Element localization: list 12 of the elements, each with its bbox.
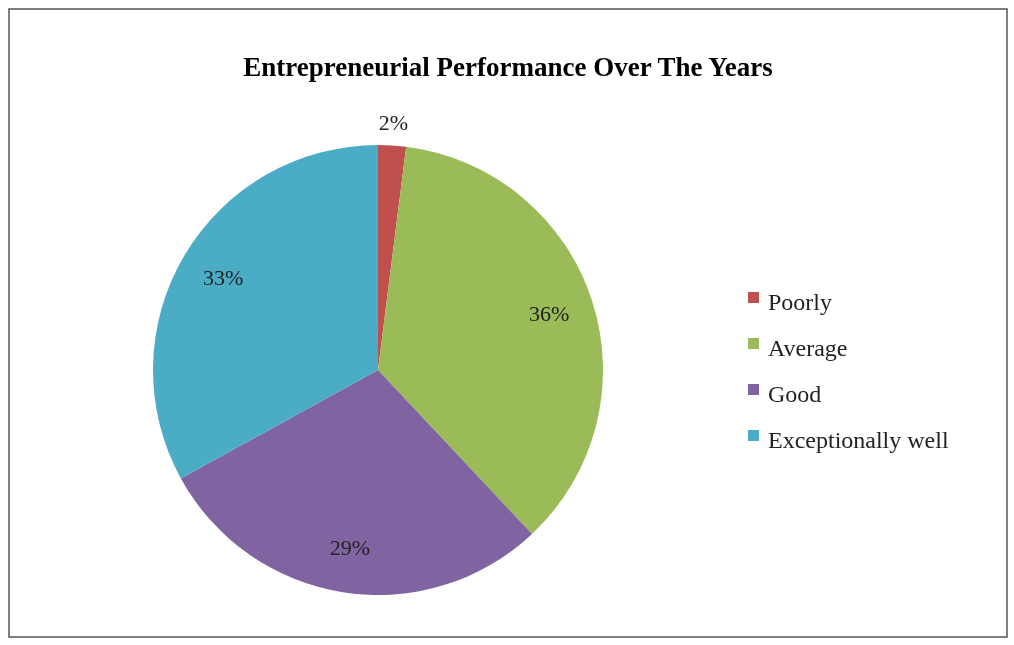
pie-slice — [180, 370, 533, 595]
legend-label: Average — [768, 334, 848, 361]
chart-title: Entrepreneurial Performance Over The Years — [243, 52, 773, 82]
data-label: 33% — [202, 265, 244, 291]
pie-slice — [378, 146, 603, 535]
data-label: 36% — [529, 301, 570, 327]
pie-slice — [153, 145, 378, 479]
legend-label: Poorly — [768, 288, 833, 315]
legend-label: Exceptionally well — [768, 426, 949, 453]
data-label: 2% — [378, 109, 409, 135]
data-label: 29% — [329, 534, 371, 560]
legend-label: Good — [768, 380, 822, 407]
